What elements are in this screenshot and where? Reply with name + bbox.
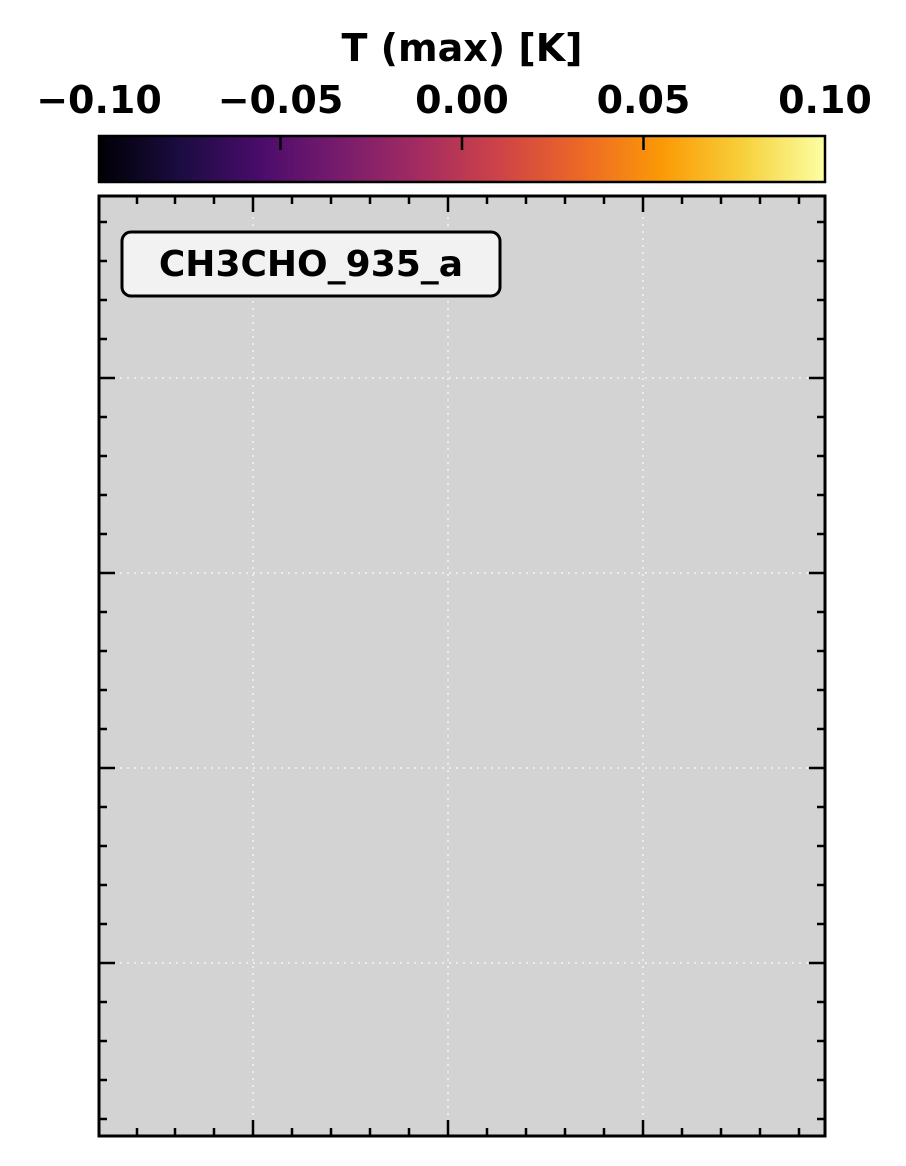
colorbar-tick-labels: −0.10 −0.05 0.00 0.05 0.10 xyxy=(36,78,872,122)
panel-label-box: CH3CHO_935_a xyxy=(120,230,502,298)
colorbar-tick-label: −0.05 xyxy=(218,78,344,122)
colorbar-ticks xyxy=(279,136,645,150)
colorbar-title: T (max) [K] xyxy=(341,26,582,70)
colorbar-tick-label: 0.05 xyxy=(597,78,691,122)
colorbar-tick-label: −0.10 xyxy=(36,78,162,122)
grid-lines xyxy=(99,196,825,1136)
plot-area xyxy=(99,196,825,1136)
panel-label-background xyxy=(120,230,502,298)
colorbar-tick-label: 0.00 xyxy=(415,78,509,122)
plot-frame xyxy=(97,194,827,1138)
colorbar-tick-label: 0.10 xyxy=(778,78,872,122)
panel-label: CH3CHO_935_a xyxy=(159,244,463,285)
